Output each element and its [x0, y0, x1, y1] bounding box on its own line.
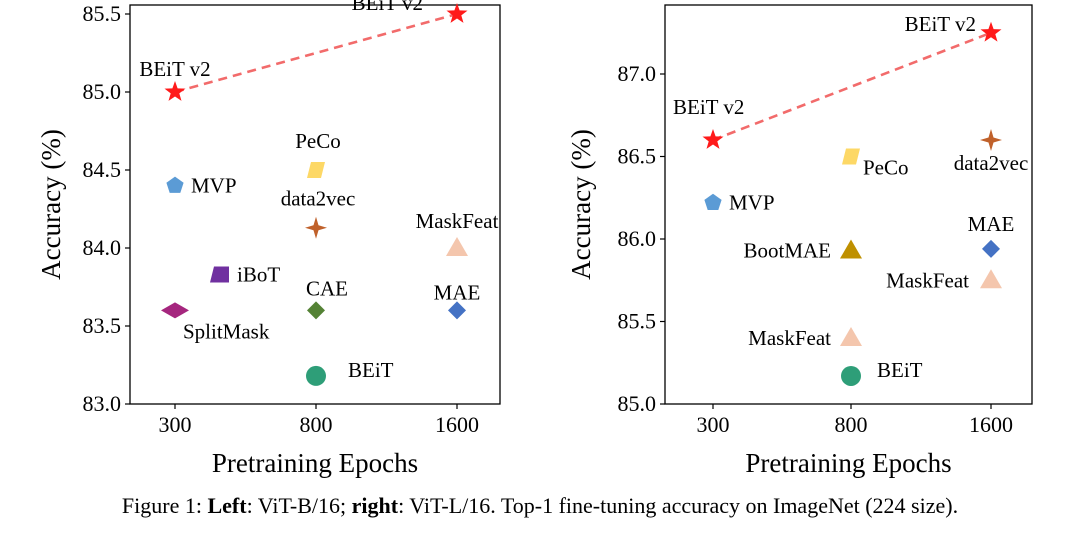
caption-prefix: Figure 1:	[121, 493, 208, 518]
right-y-axis-label: Accuracy (%)	[566, 129, 596, 280]
right-label-peco: PeCo	[863, 156, 909, 180]
left-trend-line	[174, 12, 458, 94]
caption-left-text: : ViT-B/16;	[246, 493, 352, 518]
left-label-beit-v2: BEiT v2	[352, 0, 423, 15]
right-plot-frame	[664, 4, 1033, 405]
left-point-data2vec	[305, 216, 327, 239]
left-label-maskfeat: MaskFeat	[416, 209, 499, 233]
right-point-maskfeat	[980, 269, 1002, 289]
left-point-beit-v2	[446, 3, 468, 23]
right-label-beit: BEiT	[877, 358, 923, 382]
left-xtick-label: 1600	[435, 412, 479, 437]
right-ytick-label: 86.5	[618, 144, 657, 169]
right-point-beit-v2	[980, 21, 1002, 42]
right-point-bootmae	[840, 239, 862, 259]
right-trend-line	[712, 31, 992, 142]
right-point-mae	[982, 239, 1000, 258]
left-point-mvp	[166, 176, 184, 193]
left-point-splitmask	[161, 302, 189, 319]
left-xtick-label: 300	[159, 412, 192, 437]
left-point-beit-v2	[164, 81, 186, 101]
right-point-mvp	[704, 193, 722, 210]
left-label-beit-v2: BEiT v2	[139, 57, 210, 81]
left-point-cae	[307, 301, 325, 320]
right-label-maskfeat: MaskFeat	[886, 268, 969, 292]
right-ytick-label: 87.0	[618, 61, 657, 86]
right-xtick-label: 300	[697, 412, 730, 437]
right-xtick-label: 1600	[969, 412, 1013, 437]
left-ytick-label: 83.0	[83, 391, 122, 416]
left-ytick-label: 84.0	[83, 235, 122, 260]
right-point-data2vec	[980, 129, 1002, 151]
left-label-cae: CAE	[306, 276, 348, 300]
right-point-maskfeat	[840, 327, 862, 346]
right-ytick-label: 85.5	[618, 309, 657, 334]
left-label-beit: BEiT	[348, 358, 394, 382]
right-chart: 85.0 85.5 86.0 86.5 87.0 300 800 1600 Pretrainin…	[566, 4, 1033, 478]
right-label-maskfeat: MaskFeat	[748, 326, 831, 350]
right-point-peco	[842, 148, 860, 165]
left-point-ibot	[210, 266, 229, 283]
caption-right-text: : ViT-L/16. Top-1 fine-tuning accuracy o…	[398, 493, 959, 518]
left-y-axis-label: Accuracy (%)	[36, 129, 66, 280]
right-label-mae: MAE	[968, 212, 1015, 236]
left-label-ibot: iBoT	[237, 263, 280, 287]
right-label-beit-v2: BEiT v2	[905, 12, 976, 36]
left-ytick-label: 84.5	[83, 157, 122, 182]
left-point-maskfeat	[446, 237, 468, 256]
right-point-beit	[841, 365, 861, 386]
left-point-mae	[448, 301, 466, 320]
right-label-beit-v2: BEiT v2	[673, 95, 744, 119]
left-plot-frame	[129, 4, 501, 405]
left-point-peco	[307, 162, 325, 178]
left-ytick-label: 85.0	[83, 79, 122, 104]
right-xtick-label: 800	[835, 412, 868, 437]
right-point-beit-v2	[702, 129, 724, 149]
right-label-data2vec: data2vec	[954, 151, 1029, 175]
right-ytick-label: 86.0	[618, 226, 657, 251]
left-label-splitmask: SplitMask	[183, 319, 270, 343]
left-label-data2vec: data2vec	[281, 187, 356, 211]
caption-left-bold: Left	[207, 493, 247, 518]
left-x-axis-label: Pretraining Epochs	[212, 448, 418, 478]
left-label-mvp: MVP	[191, 174, 237, 198]
right-ytick-label: 85.0	[618, 391, 657, 416]
left-point-beit	[306, 365, 326, 386]
left-chart: 83.0 83.5 84.0 84.5 85.0 85.5 300 800 1600 Pretra…	[36, 0, 501, 478]
left-ytick-label: 85.5	[83, 1, 122, 26]
right-x-axis-label: Pretraining Epochs	[745, 448, 951, 478]
right-label-bootmae: BootMAE	[743, 239, 831, 263]
left-xtick-label: 800	[300, 412, 333, 437]
left-label-mae: MAE	[434, 280, 481, 304]
left-label-peco: PeCo	[295, 129, 341, 153]
left-ytick-label: 83.5	[83, 313, 122, 338]
figure-caption: Figure 1: Left: ViT-B/16; right: ViT-L/1…	[0, 493, 1080, 519]
caption-right-bold: right	[351, 493, 399, 518]
right-label-mvp: MVP	[729, 191, 775, 215]
